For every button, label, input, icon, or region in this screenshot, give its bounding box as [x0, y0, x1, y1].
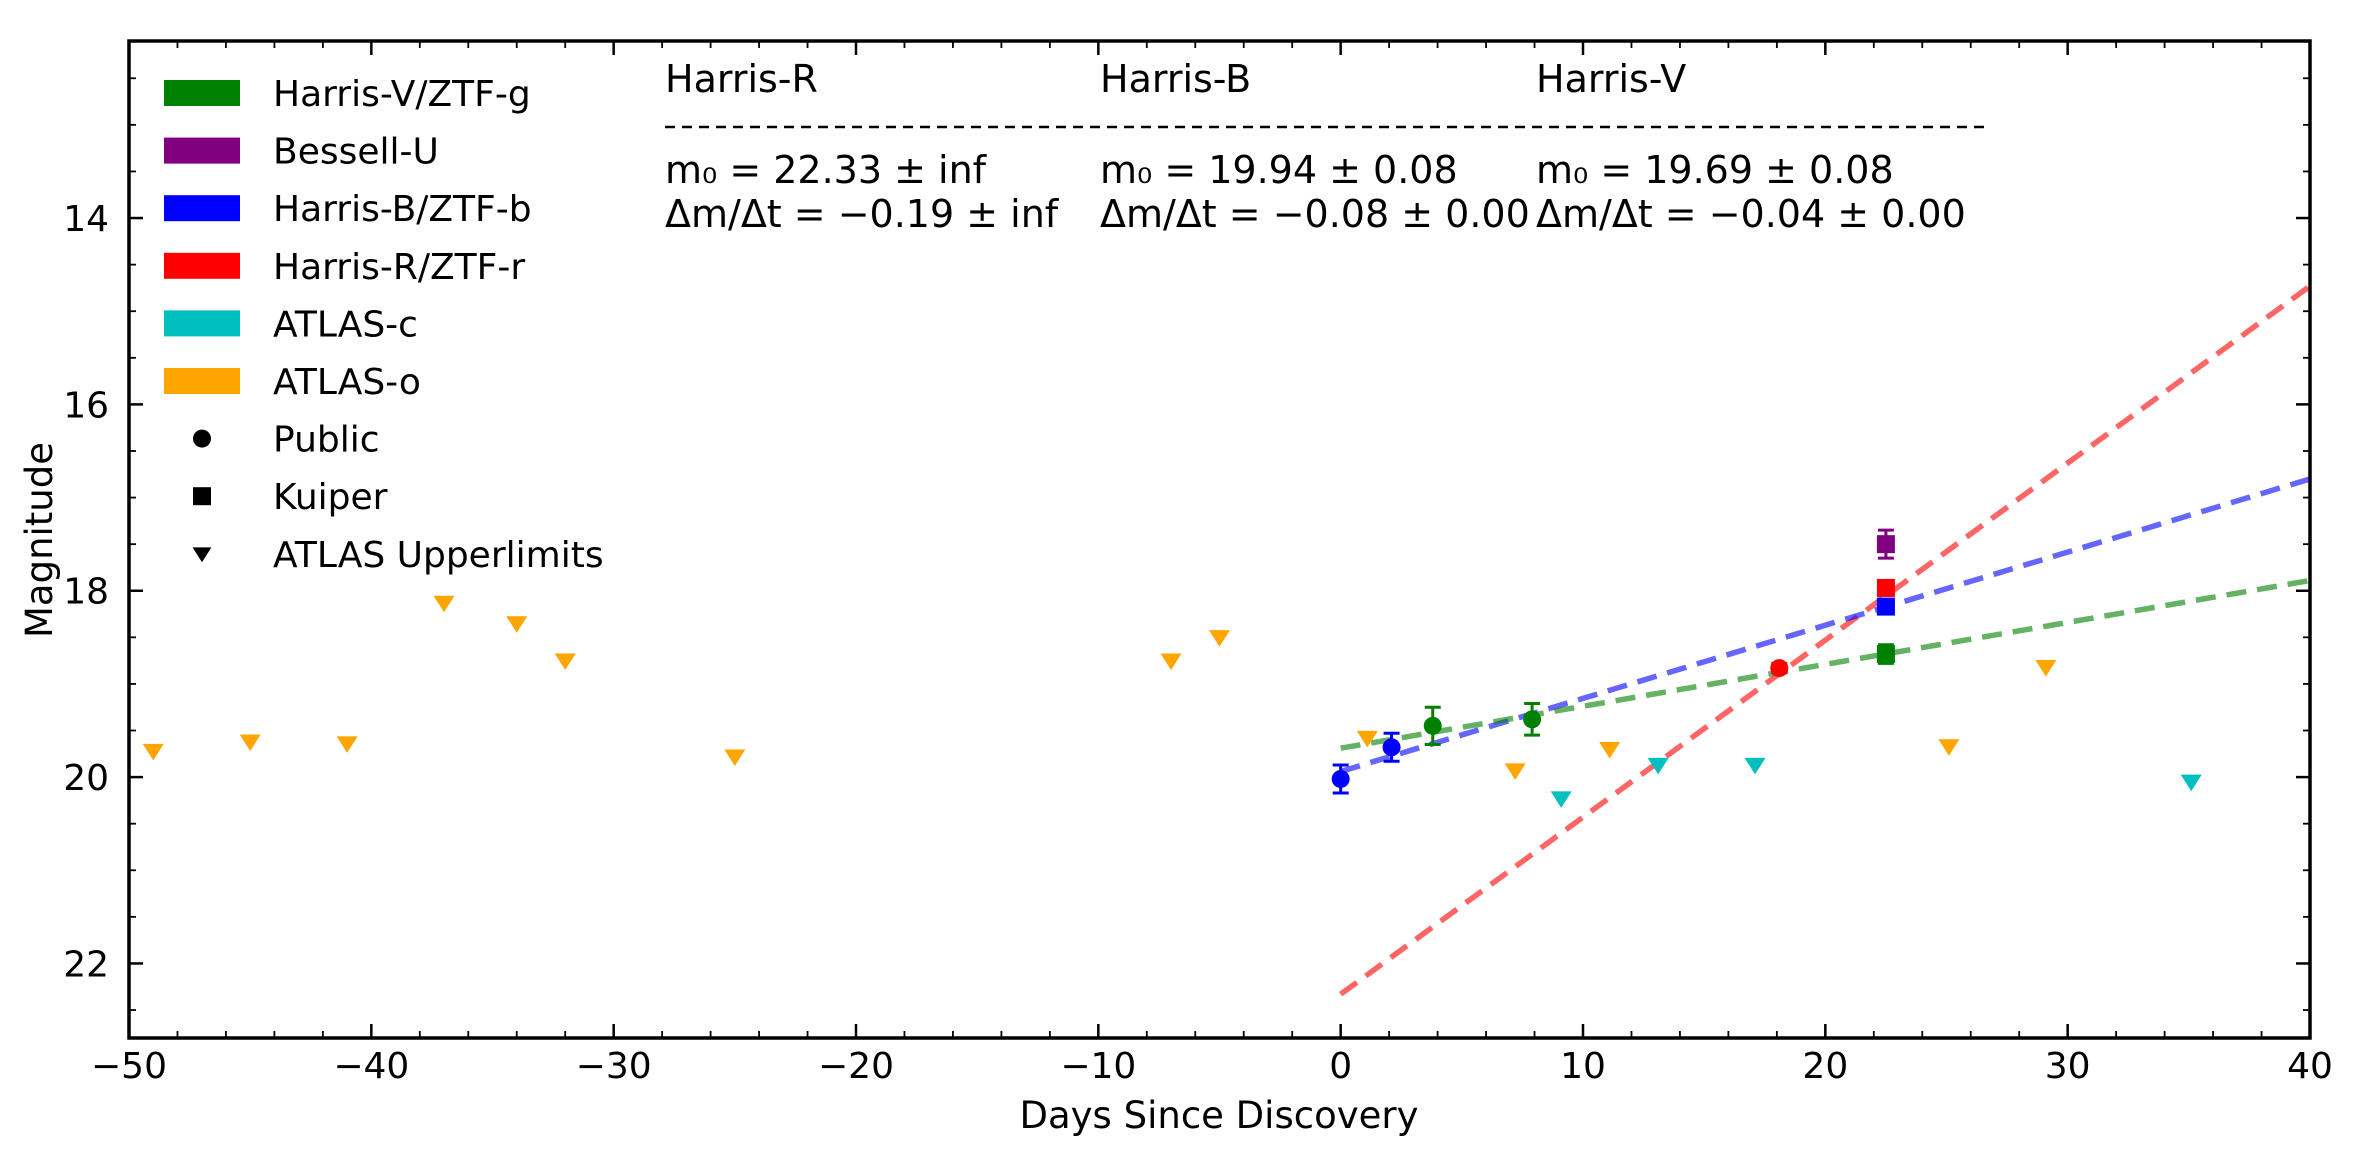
x-tick-label: −50 [91, 1046, 167, 1087]
upper-limit-point [2180, 774, 2202, 792]
data-points [142, 535, 2202, 808]
legend-swatch [164, 195, 240, 222]
legend-swatch [164, 80, 240, 106]
detection-point [1876, 578, 1895, 597]
upper-limit-point [1938, 739, 1960, 756]
legend-label: Public [273, 420, 380, 461]
x-tick-label: 20 [1802, 1046, 1848, 1087]
x-tick-label: 0 [1329, 1046, 1352, 1087]
y-tick-label: 16 [63, 385, 109, 426]
x-tick-label: 30 [2045, 1046, 2091, 1087]
upper-limit-point [1599, 741, 1621, 759]
upper-limit-point [1550, 791, 1572, 808]
upper-limit-point [1209, 630, 1230, 647]
y-tick-label: 22 [63, 944, 109, 985]
legend: Harris-V/ZTF-g Bessell-U Harris-B/ZTF-b Har… [164, 74, 604, 576]
fit-header: Harris-V [1536, 57, 1686, 101]
plot-frame [127, 39, 2312, 1040]
x-tick-label: −30 [576, 1046, 652, 1087]
fit-line [1339, 283, 2312, 997]
legend-swatch [164, 368, 240, 394]
detection-point [1876, 645, 1895, 664]
detection-point [1423, 716, 1442, 735]
detection-point [1331, 769, 1350, 788]
axis-ticks: −50 −40 −30 −20 −10 0 10 20 30 40 14 16 18 20 22 [63, 41, 2333, 1087]
upper-limit-point [142, 743, 164, 761]
fit-line [1340, 577, 2311, 751]
legend-swatch [164, 310, 240, 337]
legend-label: ATLAS-c [273, 304, 418, 345]
x-tick-label: 40 [2287, 1046, 2333, 1087]
legend-label: Harris-B/ZTF-b [273, 189, 532, 230]
fit-m0: m₀ = 19.69 ± 0.08 [1536, 148, 1894, 192]
y-axis-label: Magnitude [18, 442, 61, 638]
upper-limit-point [1160, 653, 1182, 670]
detection-point [1382, 738, 1401, 757]
detection-point [1876, 535, 1895, 554]
error-bars [1332, 528, 1894, 795]
upper-limit-point [1647, 757, 1669, 775]
detection-point [1876, 597, 1895, 616]
legend-marker [192, 547, 212, 563]
legend-swatch [164, 137, 240, 164]
x-tick-label: 10 [1560, 1046, 1606, 1087]
x-axis-label: Days Since Discovery [1020, 1094, 1419, 1137]
x-tick-label: −20 [818, 1046, 894, 1087]
detection-point [1523, 710, 1542, 729]
legend-marker [193, 429, 211, 448]
fit-line [1339, 476, 2311, 775]
x-tick-label: −10 [1060, 1046, 1136, 1087]
upper-limit-point [1356, 730, 1378, 748]
upper-limit-point [554, 653, 576, 670]
fit-header: Harris-R [665, 57, 818, 101]
fit-lines [1339, 283, 2312, 997]
upper-limit-point [336, 736, 358, 753]
fit-m0: m₀ = 22.33 ± inf [665, 148, 988, 192]
upper-limit-point [433, 595, 455, 613]
fit-m0: m₀ = 19.94 ± 0.08 [1100, 148, 1458, 192]
legend-label: Kuiper [273, 477, 388, 518]
legend-marker [193, 487, 211, 506]
upper-limit-point [239, 734, 261, 752]
fit-slope: Δm/Δt = −0.04 ± 0.00 [1536, 192, 1966, 236]
detection-point [1770, 659, 1789, 678]
upper-limit-point [1504, 763, 1526, 780]
upper-limit-point [724, 749, 746, 766]
legend-label: Harris-R/ZTF-r [273, 247, 525, 288]
legend-label: ATLAS Upperlimits [273, 535, 604, 576]
fit-slope: Δm/Δt = −0.19 ± inf [665, 192, 1060, 236]
y-tick-label: 14 [63, 199, 109, 240]
upper-limit-point [506, 616, 528, 633]
fit-slope: Δm/Δt = −0.08 ± 0.00 [1100, 192, 1530, 236]
legend-label: ATLAS-o [273, 362, 421, 403]
fit-header: Harris-B [1100, 57, 1251, 101]
legend-label: Bessell-U [273, 132, 439, 173]
x-tick-label: −40 [333, 1046, 409, 1087]
y-tick-label: 18 [63, 572, 109, 613]
upper-limit-point [2035, 660, 2057, 677]
upper-limit-point [1744, 757, 1766, 775]
legend-label: Harris-V/ZTF-g [273, 74, 531, 115]
legend-swatch [164, 252, 240, 279]
y-tick-label: 20 [63, 758, 109, 799]
